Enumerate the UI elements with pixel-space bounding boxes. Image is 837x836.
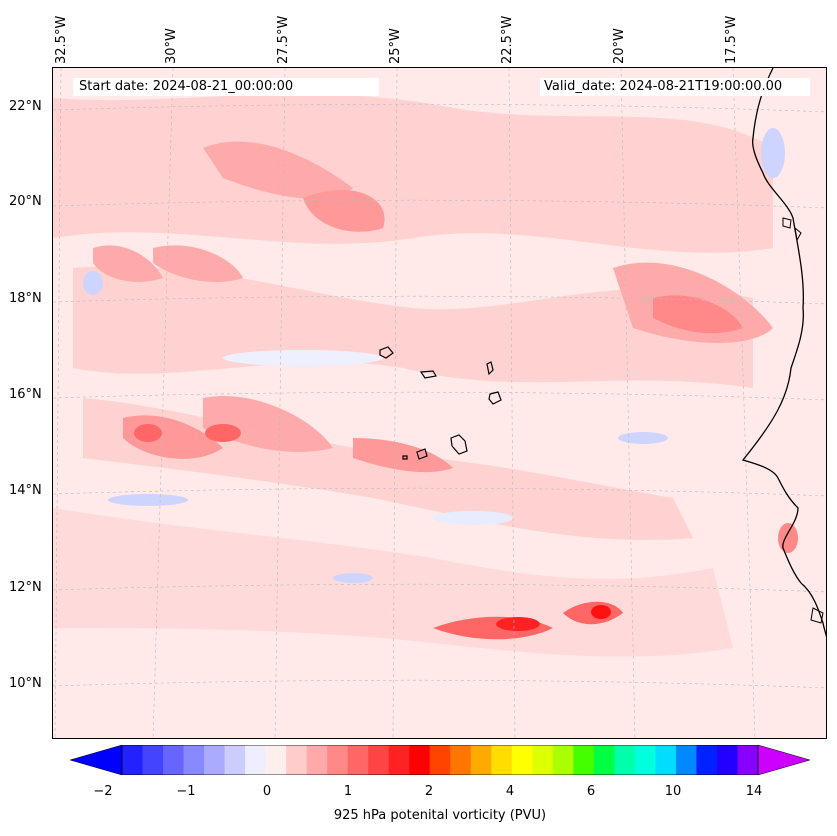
colorbar-segment	[142, 745, 164, 775]
pv-streak-8	[93, 245, 163, 283]
colorbar-segment	[470, 745, 492, 775]
colorbar-extend-high	[757, 744, 811, 776]
colorbar-segment	[183, 745, 205, 775]
colorbar-segment	[204, 745, 226, 775]
lat-label-18n: 18°N	[9, 291, 42, 306]
pv-streak-7	[353, 438, 453, 473]
colorbar-tick-neg2: −2	[93, 784, 113, 799]
pv-neg-5	[433, 511, 513, 525]
lon-gridlines	[54, 68, 756, 738]
colorbar-segment	[696, 745, 718, 775]
pv-streak-9	[153, 245, 243, 283]
pv-neg-4	[761, 128, 785, 178]
start-date-label: Start date: 2024-08-21_00:00:00	[73, 78, 379, 96]
pv-streak-1	[203, 141, 353, 199]
colorbar-tick-4: 4	[505, 784, 515, 799]
colorbar-segment	[716, 745, 738, 775]
pv-neg-6	[333, 573, 373, 583]
lon-label-25w: 25°W	[388, 28, 403, 64]
pv-band-north	[53, 94, 773, 253]
lat-label-10n: 10°N	[9, 676, 42, 691]
lon-label-32-5w: 32.5°W	[54, 15, 69, 64]
colorbar-tick-2: 2	[424, 784, 434, 799]
lat-label-16n: 16°N	[9, 387, 42, 402]
lon-label-17-5w: 17.5°W	[724, 15, 739, 64]
colorbar-tick-6: 6	[586, 784, 596, 799]
lat-label-12n: 12°N	[9, 580, 42, 595]
valid-date-label: Valid_date: 2024-08-21T19:00:00.00	[540, 78, 810, 96]
pv-max-5	[205, 424, 241, 442]
pv-neg-7	[223, 350, 383, 366]
pv-max-6	[134, 424, 162, 442]
colorbar-title: 925 hPa potenital vorticity (PVU)	[333, 808, 547, 823]
colorbar-segment	[552, 745, 574, 775]
pv-neg-3	[83, 271, 103, 295]
lat-gridlines	[53, 103, 826, 689]
african-coastline	[741, 68, 826, 638]
lon-label-22-5w: 22.5°W	[500, 15, 515, 64]
colorbar-tick-1: 1	[343, 784, 353, 799]
pv-streak-4	[653, 295, 743, 334]
colorbar-svg	[69, 744, 811, 776]
pv-field-map	[53, 68, 826, 738]
lat-label-20n: 20°N	[9, 194, 42, 209]
pv-neg-2	[618, 432, 668, 444]
pv-band-itcz	[53, 508, 733, 657]
lon-label-27-5w: 27.5°W	[276, 15, 291, 64]
colorbar-segment	[409, 745, 431, 775]
coast-islands	[782, 217, 824, 624]
colorbar-segment	[573, 745, 595, 775]
colorbar-segment	[675, 745, 697, 775]
colorbar-segment	[163, 745, 185, 775]
colorbar-tick-neg1: −1	[176, 784, 196, 799]
colorbar-segment	[224, 745, 246, 775]
colorbar-segment	[265, 745, 287, 775]
colorbar-segment	[511, 745, 533, 775]
lat-label-22n: 22°N	[9, 99, 42, 114]
colorbar-segment	[286, 745, 308, 775]
colorbar-segment	[450, 745, 472, 775]
pv-max-7	[778, 523, 798, 553]
map-panel	[52, 67, 827, 739]
lon-label-20w: 20°W	[612, 28, 627, 64]
colorbar-segment	[306, 745, 328, 775]
pv-max-4	[591, 605, 611, 619]
colorbar	[69, 744, 811, 776]
lat-label-14n: 14°N	[9, 483, 42, 498]
colorbar-segment	[347, 745, 369, 775]
colorbar-segment	[634, 745, 656, 775]
colorbar-segment	[429, 745, 451, 775]
pv-neg-1	[108, 494, 188, 506]
colorbar-segment	[737, 745, 759, 775]
colorbar-segment	[327, 745, 349, 775]
pv-max-2	[496, 617, 540, 631]
colorbar-tick-10: 10	[664, 784, 682, 799]
colorbar-segment	[655, 745, 677, 775]
colorbar-segment	[122, 745, 144, 775]
colorbar-segment	[368, 745, 390, 775]
colorbar-segment	[593, 745, 615, 775]
colorbar-segment	[388, 745, 410, 775]
colorbar-tick-0: 0	[262, 784, 272, 799]
lon-label-30w: 30°W	[164, 28, 179, 64]
colorbar-segment	[491, 745, 513, 775]
colorbar-segment	[532, 745, 554, 775]
colorbar-segment	[614, 745, 636, 775]
colorbar-segment	[245, 745, 267, 775]
cape-verde-islands	[379, 346, 502, 460]
colorbar-tick-14: 14	[745, 784, 763, 799]
colorbar-extend-low	[69, 744, 123, 776]
